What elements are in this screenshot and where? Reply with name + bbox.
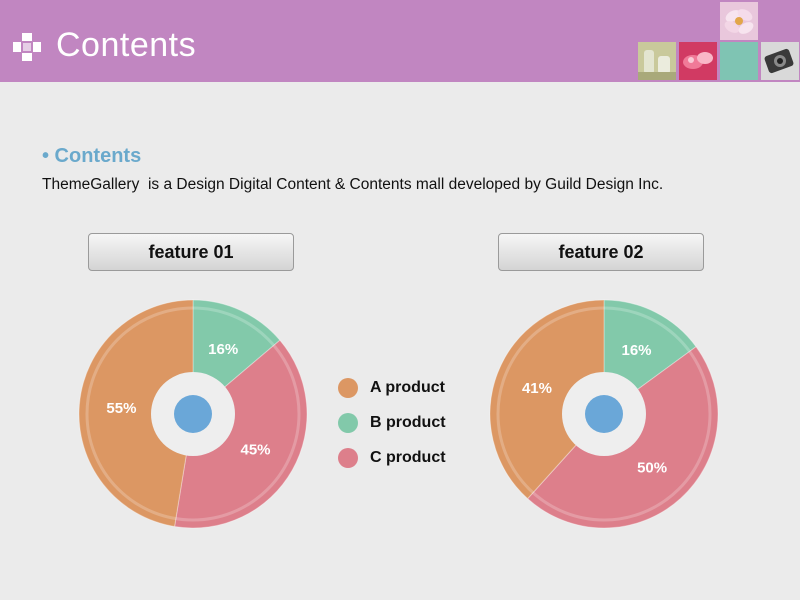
pie-1-slice-a bbox=[78, 299, 194, 528]
legend-item-b: B product bbox=[338, 405, 446, 440]
pie-1-label-a: 55% bbox=[106, 400, 136, 417]
section-description: ThemeGallery is a Design Digital Content… bbox=[42, 176, 664, 193]
legend-dot-a bbox=[338, 377, 358, 398]
cross-logo-icon bbox=[13, 33, 41, 61]
title-bar: Contents bbox=[0, 0, 800, 82]
pie-2-label-a: 41% bbox=[522, 380, 552, 397]
legend-item-a: A product bbox=[338, 370, 446, 405]
legend-label-c: C product bbox=[370, 448, 446, 466]
legend-dot-b bbox=[338, 412, 358, 433]
legend-label-b: B product bbox=[370, 413, 446, 431]
pie-2-label-b: 16% bbox=[621, 342, 651, 359]
candy-photo-icon bbox=[679, 42, 717, 80]
legend-label-a: A product bbox=[370, 378, 445, 396]
pie-2-slice-a bbox=[489, 299, 605, 500]
legend-item-c: C product bbox=[338, 440, 446, 475]
pie-1-rim bbox=[85, 306, 301, 522]
teal-tile-icon bbox=[720, 42, 758, 80]
pie-2-center-dot bbox=[585, 395, 623, 433]
feature-01-pie-chart: 16% 45% 55% bbox=[78, 299, 308, 529]
camera-photo-icon bbox=[761, 42, 799, 80]
page-title: Contents bbox=[56, 26, 197, 64]
flower-photo-icon bbox=[720, 2, 758, 40]
glassware-photo-icon bbox=[638, 42, 676, 80]
pie-2-rim bbox=[496, 306, 712, 522]
feature-02-pie-chart: 16% 50% 41% bbox=[489, 299, 719, 529]
pie-1-slice-c bbox=[173, 339, 308, 529]
section-title: • Contents bbox=[42, 145, 142, 167]
pie-1-label-b: 16% bbox=[208, 341, 238, 358]
chart-legend: A product B product C product bbox=[338, 370, 446, 475]
pie-1-label-c: 45% bbox=[241, 441, 271, 458]
feature-02-button[interactable]: feature 02 bbox=[498, 233, 704, 271]
legend-dot-c bbox=[338, 447, 358, 468]
pie-2-label-c: 50% bbox=[637, 459, 667, 476]
pie-1-center-dot bbox=[174, 395, 212, 433]
feature-01-button[interactable]: feature 01 bbox=[88, 233, 294, 271]
